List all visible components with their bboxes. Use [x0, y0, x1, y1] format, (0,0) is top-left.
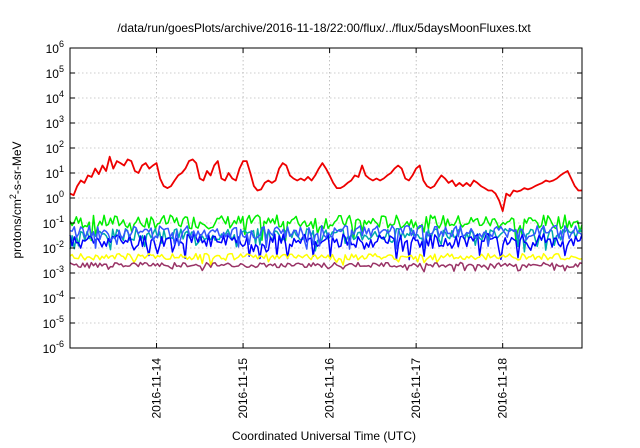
y-tick-exponent: -3 [56, 264, 64, 274]
y-tick-label: 104 [46, 89, 64, 106]
y-tick-base: 10 [46, 42, 60, 56]
y-tick-base: 10 [46, 67, 60, 81]
y-tick-label: 10-2 [43, 239, 64, 256]
y-tick-exponent: 1 [59, 164, 64, 174]
y-tick-exponent: -1 [56, 214, 64, 224]
y-tick-label: 10-6 [43, 339, 64, 356]
y-tick-base: 10 [43, 342, 57, 356]
y-axis-label-base: protons/cm [10, 199, 24, 258]
y-tick-label: 10-4 [43, 289, 64, 306]
y-tick-label: 100 [46, 189, 64, 206]
y-tick-exponent: -2 [56, 239, 64, 249]
y-tick-exponent: -6 [56, 339, 64, 349]
y-tick-label: 101 [46, 164, 64, 181]
y-tick-label: 10-1 [43, 214, 64, 231]
y-tick-exponent: 2 [59, 139, 64, 149]
y-tick-label: 106 [46, 39, 64, 56]
y-tick-base: 10 [46, 167, 60, 181]
y-tick-base: 10 [43, 317, 57, 331]
chart-title: /data/run/goesPlots/archive/2016-11-18/2… [117, 21, 531, 35]
y-tick-label: 105 [46, 64, 64, 81]
series-line-5 [69, 224, 583, 250]
y-tick-base: 10 [43, 267, 57, 281]
y-tick-base: 10 [43, 292, 57, 306]
y-tick-base: 10 [43, 217, 57, 231]
series-line-4 [69, 232, 583, 261]
y-tick-base: 10 [43, 242, 57, 256]
y-tick-exponent: 6 [59, 39, 64, 49]
y-tick-exponent: 5 [59, 64, 64, 74]
x-axis-label: Coordinated Universal Time (UTC) [232, 429, 416, 443]
y-axis-label: protons/cm2-s-sr-MeV [8, 141, 24, 258]
x-tick-label: 2016-11-17 [409, 358, 423, 419]
series-line-7 [69, 261, 583, 273]
y-tick-base: 10 [46, 192, 60, 206]
series-line-1 [69, 155, 582, 212]
y-tick-label: 102 [46, 139, 64, 156]
axis-layer: 10-610-510-410-310-210-11001011021031041… [43, 39, 583, 419]
y-tick-exponent: 0 [59, 189, 64, 199]
series-layer [69, 155, 583, 273]
y-tick-label: 103 [46, 114, 64, 131]
y-axis-label-rest: -s-sr-MeV [10, 141, 24, 194]
x-tick-label: 2016-11-18 [496, 358, 510, 419]
series-line-6 [69, 252, 583, 266]
y-tick-base: 10 [46, 92, 60, 106]
y-tick-base: 10 [46, 117, 60, 131]
y-tick-exponent: -4 [56, 289, 64, 299]
x-tick-label: 2016-11-14 [150, 358, 164, 419]
y-tick-exponent: -5 [56, 314, 64, 324]
y-tick-exponent: 3 [59, 114, 64, 124]
y-tick-label: 10-3 [43, 264, 64, 281]
y-tick-exponent: 4 [59, 89, 64, 99]
x-tick-label: 2016-11-15 [236, 358, 250, 419]
x-tick-label: 2016-11-16 [323, 358, 337, 419]
plot-frame [69, 47, 583, 349]
y-tick-base: 10 [46, 142, 60, 156]
y-axis-label-exponent: 2 [8, 194, 18, 199]
y-tick-label: 10-5 [43, 314, 64, 331]
